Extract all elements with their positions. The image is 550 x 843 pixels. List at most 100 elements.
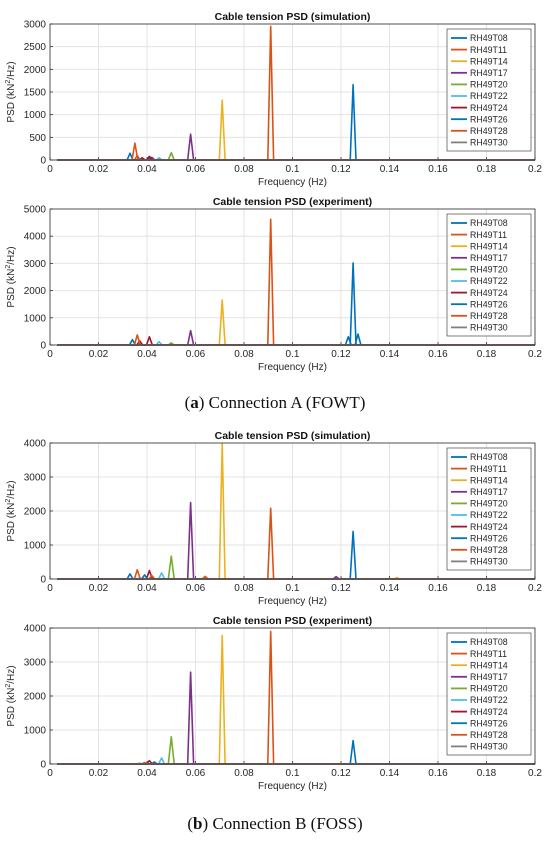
x-tick-label: 0 bbox=[47, 768, 53, 779]
x-tick-label: 0.14 bbox=[380, 164, 400, 175]
legend-entry-label: RH49T30 bbox=[470, 323, 508, 333]
y-tick-label: 1000 bbox=[24, 726, 47, 737]
legend: RH49T08RH49T11RH49T14RH49T17RH49T20RH49T… bbox=[446, 632, 532, 756]
x-tick-label: 0.02 bbox=[89, 768, 109, 779]
legend-entry-label: RH49T11 bbox=[470, 464, 507, 474]
legend-entry-label: RH49T30 bbox=[470, 557, 508, 567]
y-axis-label: PSD (kN2/Hz) bbox=[5, 61, 17, 122]
x-tick-label: 0.14 bbox=[380, 349, 400, 360]
y-tick-label: 4000 bbox=[24, 439, 47, 450]
x-tick-label: 0.18 bbox=[477, 583, 497, 594]
x-tick-label: 0.16 bbox=[428, 349, 448, 360]
x-tick-label: 0.1 bbox=[286, 349, 300, 360]
legend-entry-label: RH49T08 bbox=[470, 452, 508, 462]
x-tick-label: 0.18 bbox=[477, 768, 497, 779]
x-tick-label: 0.2 bbox=[528, 583, 542, 594]
legend-entry-label: RH49T28 bbox=[470, 730, 508, 740]
legend-entry-label: RH49T11 bbox=[470, 45, 507, 55]
legend-entry-label: RH49T17 bbox=[470, 487, 508, 497]
legend-entry-label: RH49T14 bbox=[470, 475, 508, 485]
legend-entry-label: RH49T14 bbox=[470, 660, 508, 670]
x-tick-label: 0.08 bbox=[234, 349, 254, 360]
x-tick-label: 0.04 bbox=[137, 583, 157, 594]
legend-entry-label: RH49T24 bbox=[470, 707, 508, 717]
legend-entry-label: RH49T22 bbox=[470, 91, 508, 101]
chart-title: Cable tension PSD (simulation) bbox=[215, 11, 371, 23]
legend: RH49T08RH49T11RH49T14RH49T17RH49T20RH49T… bbox=[446, 28, 532, 152]
legend-entry-label: RH49T26 bbox=[470, 114, 508, 124]
x-tick-label: 0.2 bbox=[528, 164, 542, 175]
chart-panel-4: 0 0.02 0.04 0.06 0.08 0.1 0.12 0.14 0.16 0.18 0.2 0… bbox=[5, 615, 542, 792]
y-tick-label: 1000 bbox=[24, 110, 47, 121]
y-tick-label: 0 bbox=[40, 156, 46, 167]
legend-entry-label: RH49T24 bbox=[470, 103, 508, 113]
y-tick-label: 3000 bbox=[24, 20, 47, 31]
legend-entry-label: RH49T20 bbox=[470, 684, 508, 694]
y-tick-label: 4000 bbox=[24, 624, 47, 635]
caption-connection-a: (a) Connection A (FOWT) bbox=[184, 393, 366, 412]
legend-entry-label: RH49T17 bbox=[470, 672, 508, 682]
y-tick-label: 5000 bbox=[24, 205, 47, 216]
x-tick-label: 0.1 bbox=[286, 768, 300, 779]
legend-entry-label: RH49T26 bbox=[470, 533, 508, 543]
chart-panel-1: 0 0.02 0.04 0.06 0.08 0.1 0.12 0.14 0.16 0.18 0.2 0… bbox=[5, 11, 542, 188]
legend-entry-label: RH49T17 bbox=[470, 68, 508, 78]
x-tick-label: 0 bbox=[47, 164, 53, 175]
x-tick-label: 0.06 bbox=[186, 583, 206, 594]
legend-entry-label: RH49T26 bbox=[470, 299, 508, 309]
y-tick-label: 1500 bbox=[24, 88, 47, 99]
legend-entry-label: RH49T22 bbox=[470, 276, 508, 286]
x-tick-label: 0 bbox=[47, 583, 53, 594]
legend-entry-label: RH49T08 bbox=[470, 218, 508, 228]
legend-entry-label: RH49T17 bbox=[470, 253, 508, 263]
legend-entry-label: RH49T22 bbox=[470, 695, 508, 705]
chart-panel-2: 0 0.02 0.04 0.06 0.08 0.1 0.12 0.14 0.16 0.18 0.2 0… bbox=[5, 196, 542, 373]
x-tick-label: 0.04 bbox=[137, 164, 157, 175]
x-tick-label: 0.12 bbox=[331, 583, 351, 594]
caption-connection-b: (b) Connection B (FOSS) bbox=[187, 814, 363, 833]
x-tick-label: 0.18 bbox=[477, 164, 497, 175]
x-tick-label: 0.2 bbox=[528, 349, 542, 360]
y-tick-label: 1000 bbox=[24, 313, 47, 324]
legend-entry-label: RH49T24 bbox=[470, 288, 508, 298]
y-tick-label: 4000 bbox=[24, 232, 47, 243]
legend-entry-label: RH49T11 bbox=[470, 649, 507, 659]
chart-title: Cable tension PSD (experiment) bbox=[213, 615, 372, 627]
x-tick-label: 0.08 bbox=[234, 164, 254, 175]
x-tick-label: 0.06 bbox=[186, 768, 206, 779]
x-tick-label: 0 bbox=[47, 349, 53, 360]
axes-frame bbox=[49, 208, 536, 346]
x-tick-label: 0.12 bbox=[331, 768, 351, 779]
axes-frame bbox=[49, 23, 536, 161]
y-tick-label: 1000 bbox=[24, 541, 47, 552]
legend-entry-label: RH49T26 bbox=[470, 718, 508, 728]
y-tick-label: 2000 bbox=[24, 507, 47, 518]
legend-entry-label: RH49T20 bbox=[470, 499, 508, 509]
legend-entry-label: RH49T14 bbox=[470, 241, 508, 251]
x-tick-label: 0.04 bbox=[137, 349, 157, 360]
x-tick-label: 0.2 bbox=[528, 768, 542, 779]
legend-entry-label: RH49T08 bbox=[470, 637, 508, 647]
x-tick-label: 0.02 bbox=[89, 583, 109, 594]
x-tick-label: 0.1 bbox=[286, 583, 300, 594]
legend-entry-label: RH49T24 bbox=[470, 522, 508, 532]
y-tick-label: 3000 bbox=[24, 259, 47, 270]
x-tick-label: 0.14 bbox=[380, 768, 400, 779]
x-tick-label: 0.08 bbox=[234, 583, 254, 594]
x-tick-label: 0.12 bbox=[331, 349, 351, 360]
x-axis-label: Frequency (Hz) bbox=[258, 596, 327, 607]
legend-entry-label: RH49T11 bbox=[470, 230, 507, 240]
x-axis-label: Frequency (Hz) bbox=[258, 177, 327, 188]
x-tick-label: 0.04 bbox=[137, 768, 157, 779]
y-tick-label: 2500 bbox=[24, 42, 47, 53]
x-tick-label: 0.02 bbox=[89, 164, 109, 175]
x-tick-label: 0.08 bbox=[234, 768, 254, 779]
y-tick-label: 2000 bbox=[24, 286, 47, 297]
y-tick-label: 2000 bbox=[24, 692, 47, 703]
legend-entry-label: RH49T28 bbox=[470, 545, 508, 555]
legend-entry-label: RH49T30 bbox=[470, 138, 508, 148]
legend-entry-label: RH49T14 bbox=[470, 56, 508, 66]
x-tick-label: 0.06 bbox=[186, 164, 206, 175]
